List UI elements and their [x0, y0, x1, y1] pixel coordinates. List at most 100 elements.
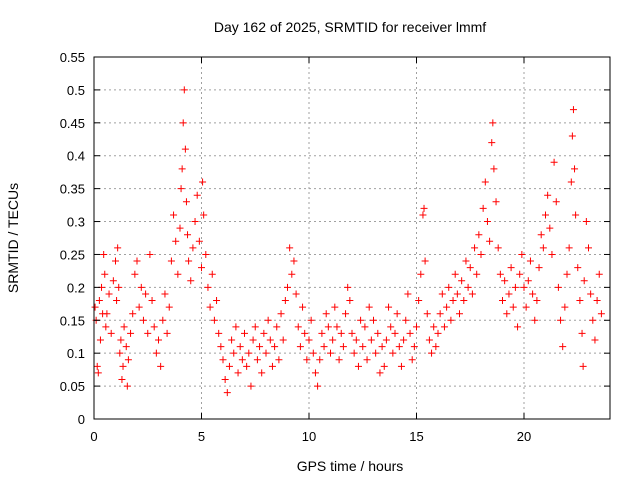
data-point: [503, 310, 511, 318]
data-point: [107, 329, 115, 337]
data-point: [165, 303, 173, 311]
data-point: [425, 336, 433, 344]
data-point: [301, 329, 309, 337]
data-point: [91, 303, 99, 311]
data-point: [223, 389, 231, 397]
x-tick-label: 5: [198, 429, 205, 444]
data-point: [430, 323, 438, 331]
data-point: [208, 270, 216, 278]
data-point: [492, 198, 500, 206]
data-point: [296, 343, 304, 351]
data-point: [509, 303, 517, 311]
chart-title: Day 162 of 2025, SRMTID for receiver lmm…: [214, 19, 486, 35]
data-point: [453, 290, 461, 298]
data-point: [232, 323, 240, 331]
data-point: [124, 356, 132, 364]
data-point: [397, 362, 405, 370]
data-point: [372, 349, 380, 357]
data-point: [137, 283, 145, 291]
data-point: [94, 369, 102, 377]
data-point: [585, 244, 592, 252]
data-point: [571, 165, 579, 173]
data-point: [243, 362, 251, 370]
data-point: [303, 356, 311, 364]
data-point: [587, 290, 595, 298]
data-point: [354, 362, 362, 370]
data-point: [544, 191, 552, 199]
axis-ticks: 0 0.05 0.1 0.15 0.2 0.25 0.3 0.35 0.4 0.45 0.5 0.55…: [60, 50, 610, 444]
data-point: [225, 362, 233, 370]
data-point: [288, 270, 296, 278]
data-point: [172, 237, 180, 245]
data-point: [271, 343, 279, 351]
data-point: [159, 316, 167, 324]
data-point: [582, 218, 590, 226]
data-point: [247, 382, 255, 390]
data-point: [335, 356, 343, 364]
data-point: [501, 277, 509, 285]
data-point: [494, 244, 502, 252]
data-point: [499, 297, 506, 305]
data-point: [393, 310, 401, 318]
data-point: [533, 297, 541, 305]
data-point: [415, 297, 423, 305]
y-tick-label: 0.2: [67, 280, 85, 295]
data-point: [342, 310, 350, 318]
data-point: [363, 356, 371, 364]
data-point: [438, 290, 446, 298]
data-point: [468, 290, 476, 298]
data-point: [253, 356, 261, 364]
y-tick-label: 0.4: [67, 149, 85, 164]
data-point: [116, 349, 124, 357]
data-point: [490, 165, 498, 173]
data-point: [266, 336, 274, 344]
data-point: [537, 231, 545, 239]
plot-frame: [93, 56, 611, 420]
data-point: [554, 283, 562, 291]
data-point: [277, 310, 285, 318]
data-point: [518, 250, 526, 258]
data-point: [348, 329, 356, 337]
data-point: [443, 303, 451, 311]
data-point: [552, 198, 560, 206]
y-tick-label: 0.45: [60, 116, 85, 131]
data-point: [184, 231, 192, 239]
data-point: [479, 204, 487, 212]
data-point: [404, 290, 412, 298]
data-point: [292, 290, 300, 298]
data-point: [449, 297, 457, 305]
data-point: [120, 323, 128, 331]
data-point: [333, 323, 341, 331]
data-point: [142, 290, 150, 298]
data-point: [163, 329, 171, 337]
data-point: [170, 211, 178, 219]
data-point: [559, 343, 567, 351]
data-point: [320, 343, 328, 351]
data-point: [264, 316, 272, 324]
data-point: [460, 297, 468, 305]
data-point: [119, 362, 127, 370]
data-point: [316, 356, 324, 364]
data-point: [112, 257, 119, 265]
data-point: [219, 356, 227, 364]
data-point: [179, 119, 187, 127]
data-point: [591, 336, 599, 344]
data-point: [542, 211, 549, 219]
data-point: [155, 336, 162, 344]
data-point: [174, 270, 182, 278]
data-point: [387, 323, 395, 331]
data-point: [327, 349, 334, 357]
data-point: [548, 250, 556, 258]
y-tick-label: 0.35: [60, 182, 85, 197]
data-point: [526, 257, 534, 265]
data-point: [406, 329, 414, 337]
data-point: [595, 270, 603, 278]
data-point: [413, 323, 420, 331]
y-tick-label: 0.55: [60, 50, 85, 65]
data-point: [578, 329, 586, 337]
data-point: [284, 283, 291, 291]
data-point: [258, 369, 266, 377]
y-axis-title: SRMTID / TECUs: [5, 183, 21, 293]
data-point: [217, 343, 225, 351]
data-point: [507, 264, 515, 272]
